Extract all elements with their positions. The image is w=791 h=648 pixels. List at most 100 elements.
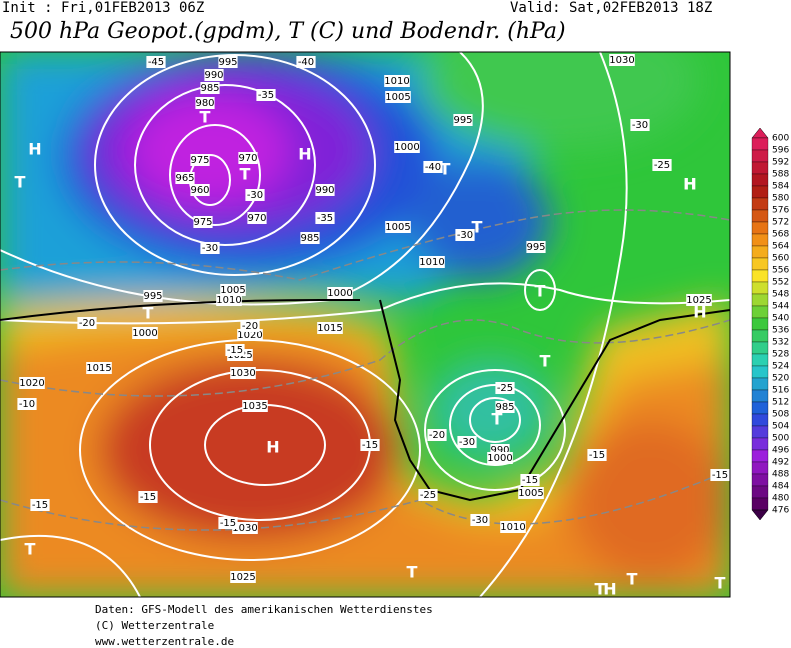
- label-box: [216, 294, 242, 306]
- map-frame: [0, 51, 731, 598]
- label-box: [520, 474, 540, 486]
- label-box: [495, 401, 515, 413]
- colorbar-label: 560: [772, 254, 789, 264]
- colorbar-cap: [751, 127, 769, 139]
- pressure-center: T: [492, 410, 503, 429]
- colorbar-bin: [751, 377, 769, 391]
- contour-label: 1005: [385, 222, 410, 233]
- contour-label: -30: [459, 437, 475, 448]
- contour-label: 1015: [86, 363, 111, 374]
- pressure-center: T: [440, 160, 451, 179]
- colorbar-label: 516: [772, 386, 789, 396]
- contour-label: 1025: [686, 295, 711, 306]
- colorbar-label: 584: [772, 182, 789, 192]
- colorbar-bin: [751, 161, 769, 175]
- contour-label: -15: [589, 450, 605, 461]
- contour-label: 990: [315, 185, 334, 196]
- colorbar-label: 580: [772, 194, 789, 204]
- label-box: [245, 189, 265, 201]
- contour-label: -25: [654, 160, 670, 171]
- label-box: [204, 69, 224, 81]
- label-box: [470, 514, 490, 526]
- pressure-center: H: [298, 145, 311, 164]
- contour-label: -15: [227, 345, 243, 356]
- colorbar-bin: [751, 257, 769, 271]
- label-box: [526, 241, 546, 253]
- contour-label: 1030: [609, 55, 634, 66]
- colorbar-label: 552: [772, 278, 789, 288]
- contour-label: -30: [632, 120, 648, 131]
- contour-label: 1000: [327, 288, 352, 299]
- colorbar-label: 504: [772, 422, 789, 432]
- contour-label: 1005: [385, 92, 410, 103]
- label-box: [143, 290, 163, 302]
- contour-label: 995: [218, 57, 237, 68]
- label-box: [77, 317, 97, 329]
- pressure-center: T: [407, 563, 418, 582]
- contour-label: 1000: [132, 328, 157, 339]
- label-box: [175, 172, 195, 184]
- colorbar-bin: [751, 149, 769, 163]
- colorbar-bin: [751, 341, 769, 355]
- colorbar-bin: [751, 173, 769, 187]
- colorbar-bin: [751, 281, 769, 295]
- label-box: [256, 89, 276, 101]
- colorbar-bin: [751, 329, 769, 343]
- colorbar-label: 600: [772, 134, 789, 144]
- contour-label: 995: [526, 242, 545, 253]
- label-box: [195, 97, 215, 109]
- pressure-center: H: [683, 175, 696, 194]
- label-box: [518, 487, 544, 499]
- contour-label: 1030: [232, 523, 257, 534]
- colorbar-label: 596: [772, 146, 789, 156]
- contour-label: -15: [712, 470, 728, 481]
- pressure-center: H: [603, 580, 616, 599]
- colorbar-bin: [751, 353, 769, 367]
- colorbar-label: 492: [772, 458, 789, 468]
- colorbar-label: 488: [772, 470, 789, 480]
- colorbar-label: 544: [772, 302, 789, 312]
- contour-label: 990: [204, 70, 223, 81]
- contour-label: 1010: [384, 76, 409, 87]
- contour-label: 1020: [19, 378, 44, 389]
- colorbar-cap: [751, 509, 769, 521]
- contour-label: -35: [258, 90, 274, 101]
- label-box: [317, 322, 343, 334]
- label-box: [495, 382, 515, 394]
- colorbar-label: 528: [772, 350, 789, 360]
- label-box: [419, 256, 445, 268]
- contour-label: -15: [362, 440, 378, 451]
- colorbar-label: 564: [772, 242, 789, 252]
- label-box: [220, 284, 246, 296]
- colorbar-bin: [751, 413, 769, 427]
- contour-label: -40: [298, 57, 314, 68]
- contour-label: 1005: [220, 285, 245, 296]
- pressure-center: T: [715, 574, 726, 593]
- contour-label: 1025: [230, 572, 255, 583]
- label-box: [225, 344, 245, 356]
- pressure-center: T: [15, 173, 26, 192]
- footer-line: www.wetterzentrale.de: [95, 635, 234, 648]
- colorbar-bin: [751, 449, 769, 463]
- colorbar-bin: [751, 461, 769, 475]
- contour-label: 985: [200, 83, 219, 94]
- contour-label: 985: [495, 402, 514, 413]
- footer-line: Daten: GFS-Modell des amerikanischen Wet…: [95, 603, 433, 616]
- label-box: [232, 522, 258, 534]
- contour-label: 1000: [394, 142, 419, 153]
- colorbar-label: 476: [772, 506, 789, 516]
- label-box: [242, 400, 268, 412]
- label-box: [710, 469, 730, 481]
- colorbar-label: 548: [772, 290, 789, 300]
- label-box: [609, 54, 635, 66]
- label-box: [190, 154, 210, 166]
- footer-line: (C) Wetterzentrale: [95, 619, 214, 632]
- label-box: [30, 499, 50, 511]
- contour-label: 1000: [487, 453, 512, 464]
- contour-label: -30: [472, 515, 488, 526]
- label-box: [385, 91, 411, 103]
- contour-label: 995: [453, 115, 472, 126]
- contour-label: 990: [490, 445, 509, 456]
